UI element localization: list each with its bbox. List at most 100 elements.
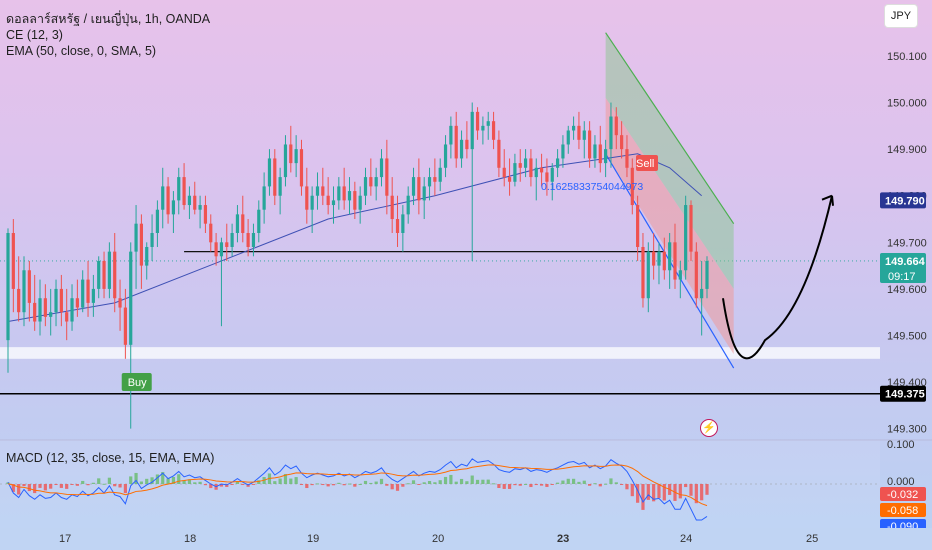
candle-body bbox=[625, 149, 629, 168]
ema-price-tag-bg bbox=[880, 192, 926, 209]
candle bbox=[379, 149, 384, 187]
candle-body bbox=[337, 186, 341, 201]
candle bbox=[369, 158, 373, 196]
macd-histogram-bar bbox=[251, 484, 256, 485]
candle bbox=[518, 149, 522, 182]
candle-body bbox=[449, 125, 453, 145]
macd-histogram-bar bbox=[523, 483, 528, 485]
macd-histogram-bar bbox=[155, 474, 160, 484]
candle bbox=[646, 242, 650, 313]
macd-histogram-bar bbox=[620, 484, 624, 485]
macd-legend[interactable]: MACD (12, 35, close, 15, EMA, EMA) bbox=[6, 451, 215, 465]
macd-histogram-bar bbox=[123, 484, 127, 494]
candle-body bbox=[593, 144, 597, 159]
candle-body bbox=[657, 251, 661, 266]
macd-histogram-bar bbox=[177, 474, 181, 484]
candle bbox=[219, 237, 224, 327]
candle-body bbox=[502, 167, 506, 178]
candle bbox=[588, 121, 592, 168]
x-tick-label: 24 bbox=[680, 533, 692, 545]
candle-body bbox=[17, 288, 21, 313]
candle-body bbox=[379, 158, 384, 178]
candle bbox=[267, 149, 272, 196]
macd-histogram-bar bbox=[374, 481, 378, 484]
candle bbox=[475, 107, 480, 140]
macd-histogram-bar bbox=[411, 480, 416, 484]
candle bbox=[550, 163, 554, 201]
candle bbox=[422, 177, 426, 220]
candle-body bbox=[678, 270, 682, 280]
candle bbox=[246, 219, 250, 257]
candle-body bbox=[155, 209, 160, 233]
candle bbox=[705, 256, 709, 299]
projection-arrowhead bbox=[821, 194, 834, 206]
candle-body bbox=[700, 288, 704, 299]
candle bbox=[214, 233, 218, 266]
candle bbox=[652, 233, 656, 280]
candle bbox=[497, 130, 501, 178]
candle-body bbox=[534, 167, 538, 178]
macd-histogram-bar bbox=[614, 482, 618, 484]
candle bbox=[406, 186, 410, 224]
macd-histogram-bar bbox=[646, 484, 650, 500]
candle bbox=[459, 130, 464, 168]
y-tick-label: 149.700 bbox=[887, 237, 927, 249]
candle bbox=[33, 274, 37, 331]
candle-body bbox=[438, 167, 442, 182]
candle bbox=[411, 167, 416, 206]
macd-histogram-bar bbox=[561, 480, 565, 484]
macd-histogram-bar bbox=[689, 484, 693, 496]
symbol-title[interactable]: ดอลลาร์สหรัฐ / เยนญี่ปุ่น, 1h, OANDA bbox=[6, 12, 211, 26]
macd-histogram-bar bbox=[134, 472, 138, 484]
candle bbox=[700, 260, 704, 336]
x-tick-label: 23 bbox=[557, 533, 569, 545]
candle-body bbox=[209, 223, 213, 243]
candle-body bbox=[283, 144, 288, 178]
candle-body bbox=[38, 298, 42, 322]
candle-body bbox=[497, 139, 501, 168]
macd-histogram-bar bbox=[209, 484, 213, 489]
macd-histogram-bar bbox=[363, 480, 368, 484]
candle-body bbox=[374, 177, 378, 187]
macd-hist-tag-bg bbox=[880, 487, 926, 501]
candle bbox=[534, 158, 538, 201]
candle-body bbox=[401, 214, 405, 233]
macd-histogram-bar bbox=[358, 483, 362, 485]
macd-histogram-bar bbox=[534, 484, 538, 486]
candle-body bbox=[539, 167, 544, 173]
indicator-ce-legend[interactable]: CE (12, 3) bbox=[6, 28, 63, 42]
candle-body bbox=[139, 223, 143, 266]
candle bbox=[630, 158, 634, 215]
y-tick-label: 150.000 bbox=[887, 98, 927, 110]
candle bbox=[161, 167, 165, 229]
candle bbox=[235, 205, 240, 243]
macd-signal-tag-bg bbox=[880, 503, 926, 517]
candle-body bbox=[475, 111, 480, 131]
candle bbox=[470, 102, 474, 261]
x-tick-label: 17 bbox=[59, 533, 71, 545]
sell-label: Sell bbox=[636, 158, 654, 170]
last-price-tag-bg bbox=[880, 252, 926, 283]
candle bbox=[107, 242, 111, 299]
macd-histogram-bar bbox=[604, 483, 608, 485]
channel-top-line bbox=[605, 32, 735, 225]
candle-body bbox=[513, 163, 517, 182]
macd-signal-tag: -0.058 bbox=[887, 505, 918, 517]
buy-label: Buy bbox=[128, 377, 147, 389]
candle bbox=[289, 125, 293, 173]
macd-histogram-bar bbox=[171, 476, 176, 484]
last-price-tag: 149.664 bbox=[885, 256, 926, 268]
candle-body bbox=[636, 205, 640, 247]
candle-body bbox=[411, 177, 416, 196]
lightning-icon[interactable]: ⚡ bbox=[700, 419, 718, 437]
macd-histogram-bar bbox=[342, 484, 346, 486]
candle-body bbox=[465, 139, 469, 150]
macd-histogram-bar bbox=[91, 482, 95, 484]
indicator-ema-legend[interactable]: EMA (50, close, 0, SMA, 5) bbox=[6, 44, 157, 58]
candle-body bbox=[326, 195, 330, 206]
currency-button[interactable]: JPY bbox=[884, 4, 918, 28]
candle-body bbox=[507, 177, 512, 182]
macd-histogram-bar bbox=[257, 480, 261, 484]
macd-histogram-bar bbox=[539, 484, 544, 486]
